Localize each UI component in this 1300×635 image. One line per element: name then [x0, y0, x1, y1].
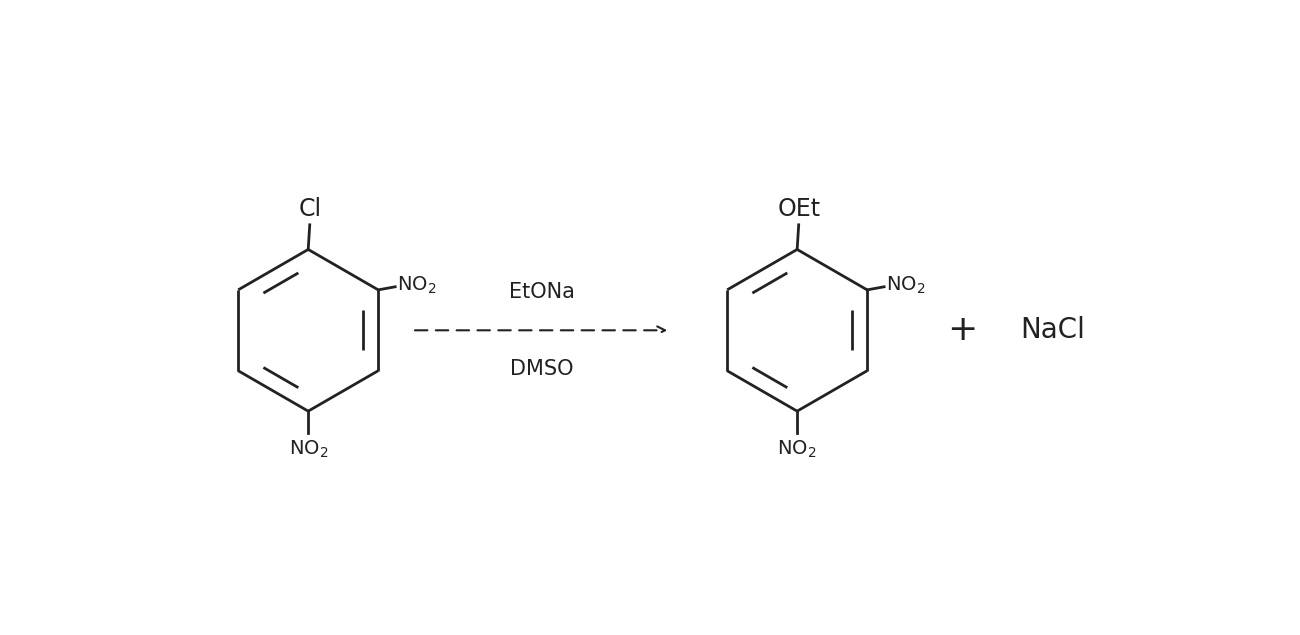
Text: +: + — [948, 313, 978, 347]
Text: OEt: OEt — [777, 197, 820, 221]
Text: NO$_2$: NO$_2$ — [777, 439, 816, 460]
Text: Cl: Cl — [298, 197, 321, 221]
Text: NaCl: NaCl — [1020, 316, 1086, 344]
Text: NO$_2$: NO$_2$ — [289, 439, 328, 460]
Text: DMSO: DMSO — [510, 359, 573, 379]
Text: EtONa: EtONa — [508, 282, 575, 302]
Text: NO$_2$: NO$_2$ — [396, 274, 436, 296]
Text: NO$_2$: NO$_2$ — [885, 274, 926, 296]
